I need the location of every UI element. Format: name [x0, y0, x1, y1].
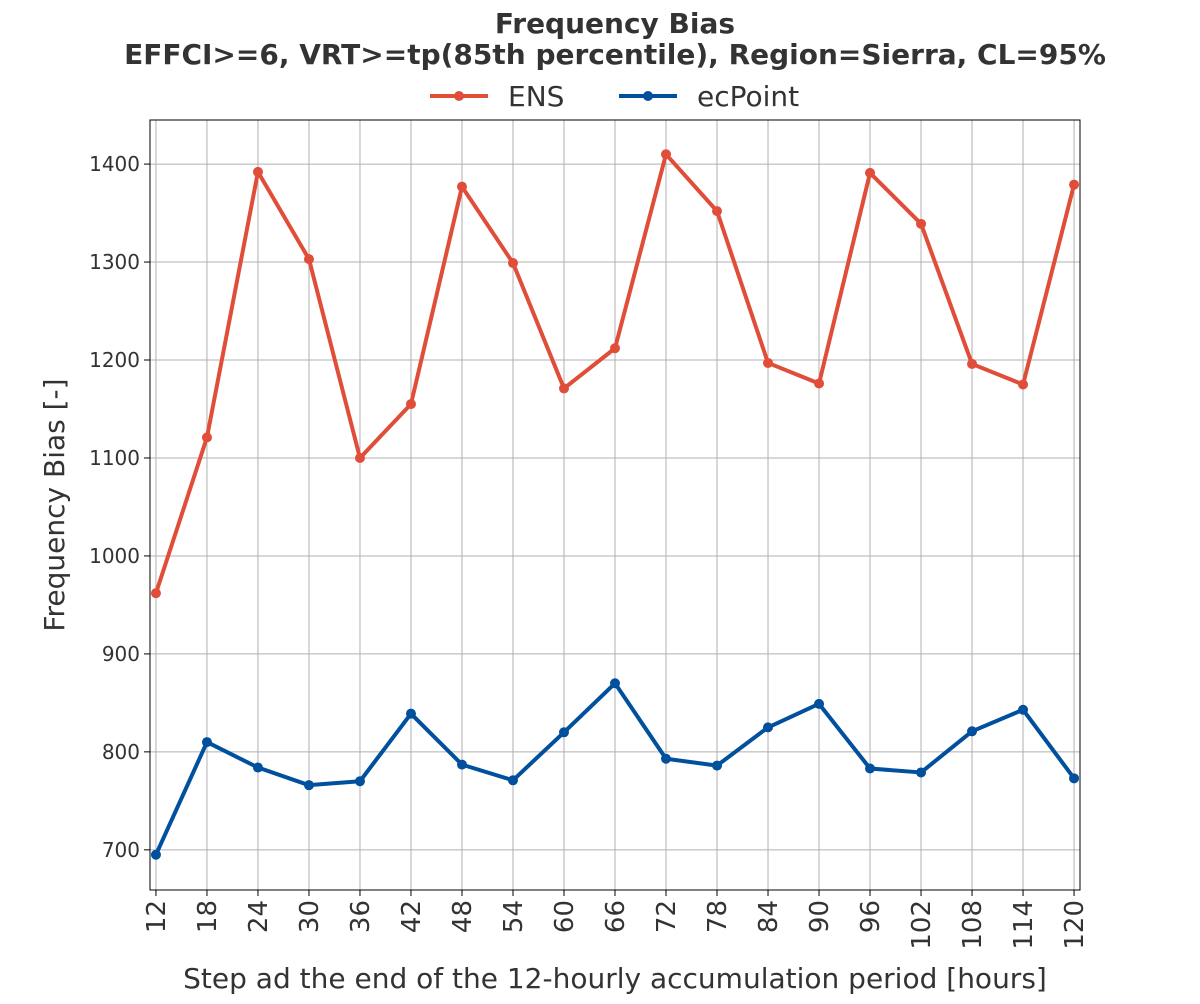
x-tick-label: 66: [601, 900, 631, 933]
data-point-ecpoint: [558, 727, 569, 738]
data-point-ens: [507, 258, 518, 269]
y-axis-label: Frequency Bias [-]: [38, 378, 71, 631]
legend-label-ecpoint: ecPoint: [697, 80, 799, 113]
x-tick-label: 42: [397, 900, 427, 933]
x-tick-label: 108: [958, 900, 988, 950]
x-tick-label: 24: [244, 900, 274, 933]
data-point-ecpoint: [201, 737, 212, 748]
x-tick-label: 72: [652, 900, 682, 933]
legend-label-ens: ENS: [508, 80, 564, 113]
data-point-ecpoint: [405, 708, 416, 719]
data-point-ecpoint: [610, 678, 620, 689]
legend-marker-ecpoint: [643, 91, 653, 101]
data-point-ecpoint: [763, 722, 774, 733]
x-axis-label: Step ad the end of the 12-hourly accumul…: [183, 962, 1047, 995]
data-point-ens: [661, 149, 672, 160]
data-point-ens: [712, 206, 723, 217]
data-point-ecpoint: [252, 762, 263, 773]
data-point-ecpoint: [814, 698, 825, 709]
y-tick-label: 1400: [89, 152, 140, 176]
x-tick-label: 30: [295, 900, 325, 933]
x-tick-label: 36: [346, 900, 376, 933]
x-tick-label: 84: [754, 900, 784, 933]
y-tick-label: 1300: [89, 250, 140, 274]
data-point-ecpoint: [967, 726, 978, 737]
x-tick-label: 18: [193, 900, 223, 933]
data-point-ecpoint: [1069, 773, 1080, 784]
data-point-ens: [916, 218, 927, 229]
data-point-ecpoint: [712, 760, 723, 771]
data-point-ens: [1069, 179, 1080, 190]
y-tick-label: 1200: [89, 348, 140, 372]
data-point-ens: [763, 357, 774, 368]
x-tick-label: 54: [499, 900, 529, 933]
chart-subtitle: EFFCI>=6, VRT>=tp(85th percentile), Regi…: [124, 38, 1106, 71]
data-point-ecpoint: [661, 753, 672, 764]
data-point-ens: [558, 383, 569, 394]
x-tick-label: 120: [1060, 900, 1090, 950]
x-tick-label: 48: [448, 900, 478, 933]
data-point-ecpoint: [865, 763, 876, 774]
data-point-ecpoint: [456, 759, 467, 770]
data-point-ens: [252, 166, 263, 177]
x-axis-ticks: 12 18 24 30 36 42 48 54 60 66 72 78 84 90 96 102 108 114 1…: [142, 890, 1090, 950]
y-tick-label: 800: [102, 740, 140, 764]
data-point-ens: [405, 399, 416, 410]
data-point-ecpoint: [150, 849, 161, 860]
x-tick-label: 96: [856, 900, 886, 933]
grid: [150, 120, 1080, 890]
y-tick-label: 700: [102, 838, 140, 862]
data-point-ecpoint: [354, 776, 365, 787]
data-point-ecpoint: [916, 767, 927, 778]
legend-marker-ens: [454, 91, 464, 101]
y-tick-label: 1100: [89, 446, 140, 470]
y-tick-label: 900: [102, 642, 140, 666]
legend: ENS ecPoint: [430, 80, 799, 113]
data-point-ens: [1018, 379, 1029, 390]
data-point-ens: [865, 167, 876, 178]
data-point-ecpoint: [507, 775, 518, 786]
data-point-ecpoint: [303, 780, 314, 791]
x-tick-label: 78: [703, 900, 733, 933]
data-point-ens: [150, 588, 161, 599]
y-axis-ticks: 700 800 900 1000 1100 1200 1300 1400: [89, 152, 150, 862]
x-tick-label: 114: [1009, 900, 1039, 950]
series-group: [150, 149, 1080, 860]
data-point-ecpoint: [1018, 704, 1029, 715]
data-point-ens: [201, 432, 212, 443]
data-point-ens: [814, 378, 825, 389]
data-point-ens: [610, 343, 620, 354]
x-tick-label: 60: [550, 900, 580, 933]
data-point-ens: [456, 181, 467, 192]
x-tick-label: 102: [907, 900, 937, 950]
data-point-ens: [967, 358, 978, 369]
data-point-ens: [354, 452, 365, 463]
data-point-ens: [303, 254, 314, 265]
x-tick-label: 90: [805, 900, 835, 933]
x-tick-label: 12: [142, 900, 172, 933]
y-tick-label: 1000: [89, 544, 140, 568]
chart-title: Frequency Bias: [495, 7, 735, 40]
